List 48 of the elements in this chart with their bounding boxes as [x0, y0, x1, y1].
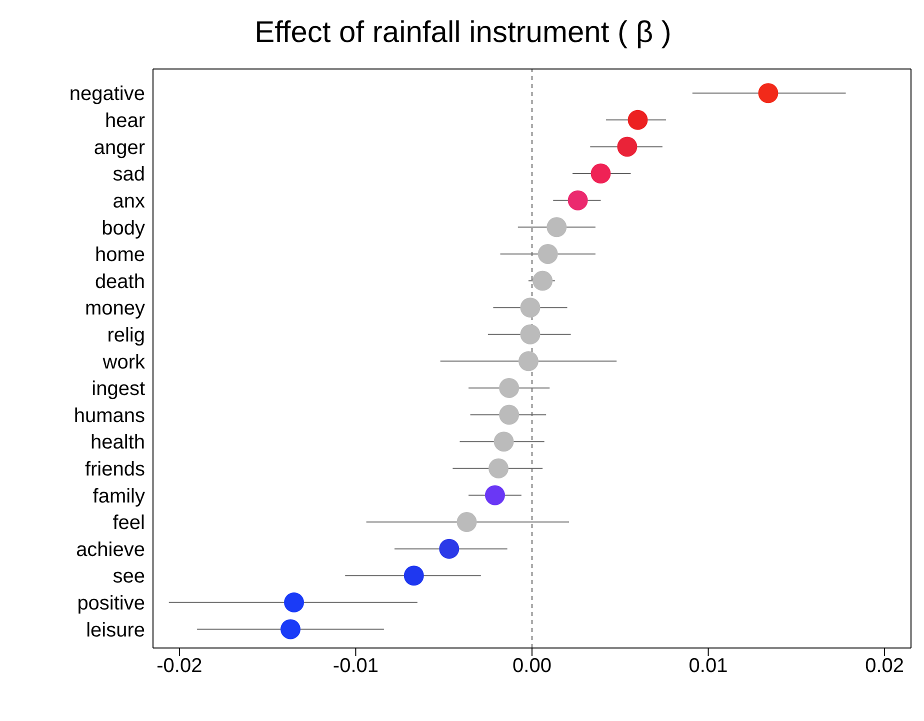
y-tick-label: achieve — [76, 538, 145, 561]
point — [484, 485, 505, 506]
point — [284, 592, 304, 612]
point — [499, 378, 520, 398]
y-tick-label: humans — [74, 404, 145, 427]
y-tick-label: negative — [69, 83, 145, 106]
y-tick-label: feel — [112, 512, 145, 534]
point — [280, 619, 300, 640]
y-tick-label: relig — [107, 324, 145, 346]
y-tick-label: see — [112, 566, 145, 588]
point — [494, 432, 514, 452]
point — [456, 512, 477, 532]
point — [538, 244, 558, 264]
point — [617, 136, 638, 157]
point — [499, 404, 520, 425]
point — [628, 110, 648, 130]
point — [758, 83, 778, 104]
y-tick-label: money — [84, 298, 145, 320]
x-tick-label: 0.02 — [865, 655, 904, 678]
chart-title: Effect of rainfall instrument ( β ) — [254, 15, 672, 51]
y-tick-label: death — [94, 270, 145, 293]
y-tick-label: home — [94, 244, 145, 266]
y-tick-label: family — [92, 485, 145, 508]
y-tick-label: anger — [94, 136, 146, 159]
y-tick-label: body — [102, 217, 145, 240]
y-tick-label: hear — [104, 110, 146, 132]
point — [520, 298, 540, 318]
point — [568, 190, 588, 210]
y-tick-label: positive — [77, 592, 145, 615]
point — [546, 217, 567, 238]
point — [532, 270, 553, 291]
point — [439, 538, 460, 559]
point — [404, 566, 424, 586]
x-tick-label: -0.02 — [156, 655, 202, 678]
y-tick-label: leisure — [86, 619, 145, 642]
x-tick-label: -0.01 — [332, 655, 379, 678]
y-tick-label: health — [90, 432, 145, 454]
point — [590, 164, 611, 184]
x-tick-label: 0.00 — [512, 655, 552, 678]
y-tick-label: anx — [112, 190, 145, 212]
y-tick-label: friends — [84, 458, 145, 481]
point — [520, 324, 540, 344]
y-tick-label: work — [102, 351, 146, 374]
x-tick-label: 0.01 — [688, 655, 728, 678]
y-tick-label: sad — [112, 164, 145, 186]
point — [488, 458, 509, 478]
y-tick-label: ingest — [92, 378, 146, 400]
point — [518, 351, 538, 372]
